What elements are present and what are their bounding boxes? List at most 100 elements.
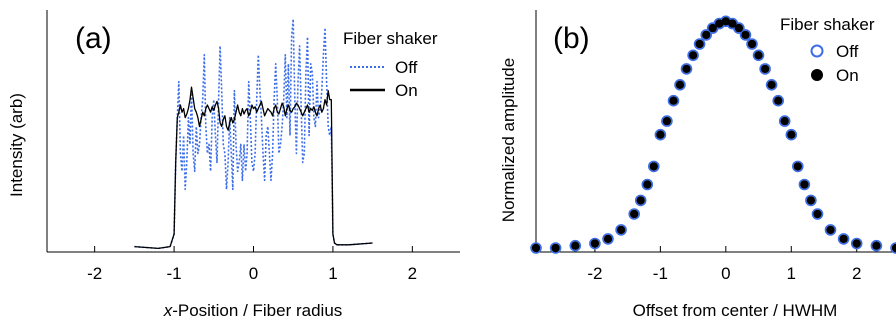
panel-b-point-on xyxy=(891,243,896,253)
panel-b-point-on xyxy=(839,234,848,244)
panel-b-point-off xyxy=(647,160,660,173)
panel-b-point-on xyxy=(675,80,685,90)
panel-b-point-on xyxy=(728,19,737,28)
panel-b-point-on xyxy=(793,162,802,171)
panel-a-series-off-line xyxy=(134,18,373,250)
panel-a-x-axis-label-text: -Position / Fiber radius xyxy=(172,301,342,320)
panel-a-series-on-line xyxy=(134,86,373,250)
panel-a-series xyxy=(134,18,373,250)
panel-b-point-off xyxy=(759,63,771,75)
panel-b-point-off xyxy=(569,239,582,252)
panel-b-legend-off-label: Off xyxy=(836,42,859,61)
panel-a-x-ticks: -2 -1 0 1 2 xyxy=(87,246,417,283)
panel-b-point-on xyxy=(531,243,541,253)
panel-a-chart: -2 -1 0 1 2 (a) Intensity (arb) x-Position /… xyxy=(7,10,460,320)
panel-b-point-off xyxy=(870,239,883,252)
panel-b-point-off xyxy=(805,194,817,207)
panel-a-x-axis-label: x-Position / Fiber radius xyxy=(163,301,343,320)
panel-b-point-off xyxy=(693,38,706,50)
panel-b-point-off xyxy=(739,29,752,41)
panel-b-point-off xyxy=(824,224,837,236)
panel-b-point-off xyxy=(667,94,680,107)
panel-b-point-off xyxy=(680,63,693,75)
panel-b-legend-title: Fiber shaker xyxy=(780,15,875,34)
panel-b-point-off xyxy=(733,22,745,34)
panel-b-point-on xyxy=(708,23,717,33)
panel-a-x-tick-label: 2 xyxy=(408,264,417,283)
panel-b-y-axis-label: Normalized amplitude xyxy=(499,58,518,222)
panel-b-point-off xyxy=(772,94,785,107)
panel-b-x-tick-label: 2 xyxy=(852,264,861,283)
panel-b-point-off xyxy=(641,178,654,191)
panel-b-legend-on-label: On xyxy=(836,66,859,85)
panel-b-point-on xyxy=(780,116,789,126)
panel-b-point-off xyxy=(654,128,667,141)
panel-b-chart: -2 -1 0 1 2 (b) Normalized amplitude Offset … xyxy=(499,10,896,320)
panel-b-point-off xyxy=(798,178,811,191)
panel-a-x-tick-label: 1 xyxy=(328,264,337,283)
panel-b-point-on xyxy=(682,64,691,74)
panel-b-x-ticks: -2 -1 0 1 2 xyxy=(587,246,861,283)
panel-b-point-on xyxy=(590,239,600,248)
panel-a-x-tick-label: -2 xyxy=(87,264,102,283)
panel-b-point-on xyxy=(571,241,580,250)
panel-b-point-on xyxy=(636,196,645,205)
panel-b-point-off xyxy=(530,242,542,254)
panel-b-point-on xyxy=(702,30,711,40)
panel-a-x-axis-label-variable: x xyxy=(163,301,173,320)
panel-b-x-tick-label: 1 xyxy=(787,264,796,283)
panel-b-series xyxy=(530,15,896,254)
panel-b-point-on xyxy=(760,64,770,74)
panel-b-point-off xyxy=(589,237,601,250)
panel-b-point-on xyxy=(643,180,652,189)
panel-b-point-off xyxy=(785,128,798,141)
panel-b-point-off xyxy=(687,49,699,62)
panel-b-point-on xyxy=(826,225,835,235)
panel-b-point-on xyxy=(656,130,665,139)
panel-b-x-tick-label: -1 xyxy=(653,264,668,283)
panel-b-point-on xyxy=(688,51,698,60)
panel-b-point-off xyxy=(890,242,896,254)
panel-b-point-on xyxy=(695,39,704,49)
panel-b-point-off xyxy=(628,208,641,220)
panel-b-x-axis-label: Offset from center / HWHM xyxy=(633,301,838,320)
panel-a-label: (a) xyxy=(75,22,112,55)
panel-b-legend: Fiber shaker Off On xyxy=(780,15,875,85)
panel-b-point-off xyxy=(850,237,863,250)
panel-b-legend-on-marker xyxy=(811,69,823,81)
panel-b-point-on xyxy=(649,162,658,171)
panel-b-x-tick-label: -2 xyxy=(587,264,602,283)
panel-b-point-on xyxy=(813,209,822,219)
panel-b-label: (b) xyxy=(553,22,590,55)
panel-b-point-on xyxy=(603,234,613,244)
panel-b-point-off xyxy=(549,242,562,254)
panel-b-point-off xyxy=(602,233,614,245)
panel-b-point-off xyxy=(634,194,647,207)
panel-a-x-tick-label: -1 xyxy=(167,264,182,283)
panel-b-legend-off-marker xyxy=(810,44,824,58)
panel-b-point-off xyxy=(765,79,778,91)
panel-b-point-on xyxy=(774,96,783,105)
panel-b-point-off xyxy=(700,29,713,41)
panel-b-point-off xyxy=(811,208,824,220)
panel-a-legend-on-label: On xyxy=(395,81,418,100)
panel-b-point-on xyxy=(669,96,678,105)
panel-b-point-on xyxy=(662,116,672,126)
panel-a-y-axis-label: Intensity (arb) xyxy=(7,93,26,197)
panel-b-point-off xyxy=(778,115,791,127)
panel-b-point-off xyxy=(752,49,765,62)
panel-a-legend-title: Fiber shaker xyxy=(343,29,438,48)
panel-b-point-on xyxy=(800,180,809,189)
panel-b-point-on xyxy=(852,239,861,248)
panel-b-point-on xyxy=(721,17,730,26)
panel-b-point-on xyxy=(747,39,757,49)
panel-a-legend: Fiber shaker Off On xyxy=(343,29,438,100)
panel-b-point-on xyxy=(767,80,776,90)
panel-b-point-on xyxy=(734,23,744,33)
panel-a-x-tick-label: 0 xyxy=(249,264,258,283)
panel-b-x-tick-label: 0 xyxy=(721,264,730,283)
panel-b-point-off xyxy=(791,160,804,173)
panel-a-legend-off-label: Off xyxy=(395,58,418,77)
panel-b-point-off xyxy=(837,233,850,245)
